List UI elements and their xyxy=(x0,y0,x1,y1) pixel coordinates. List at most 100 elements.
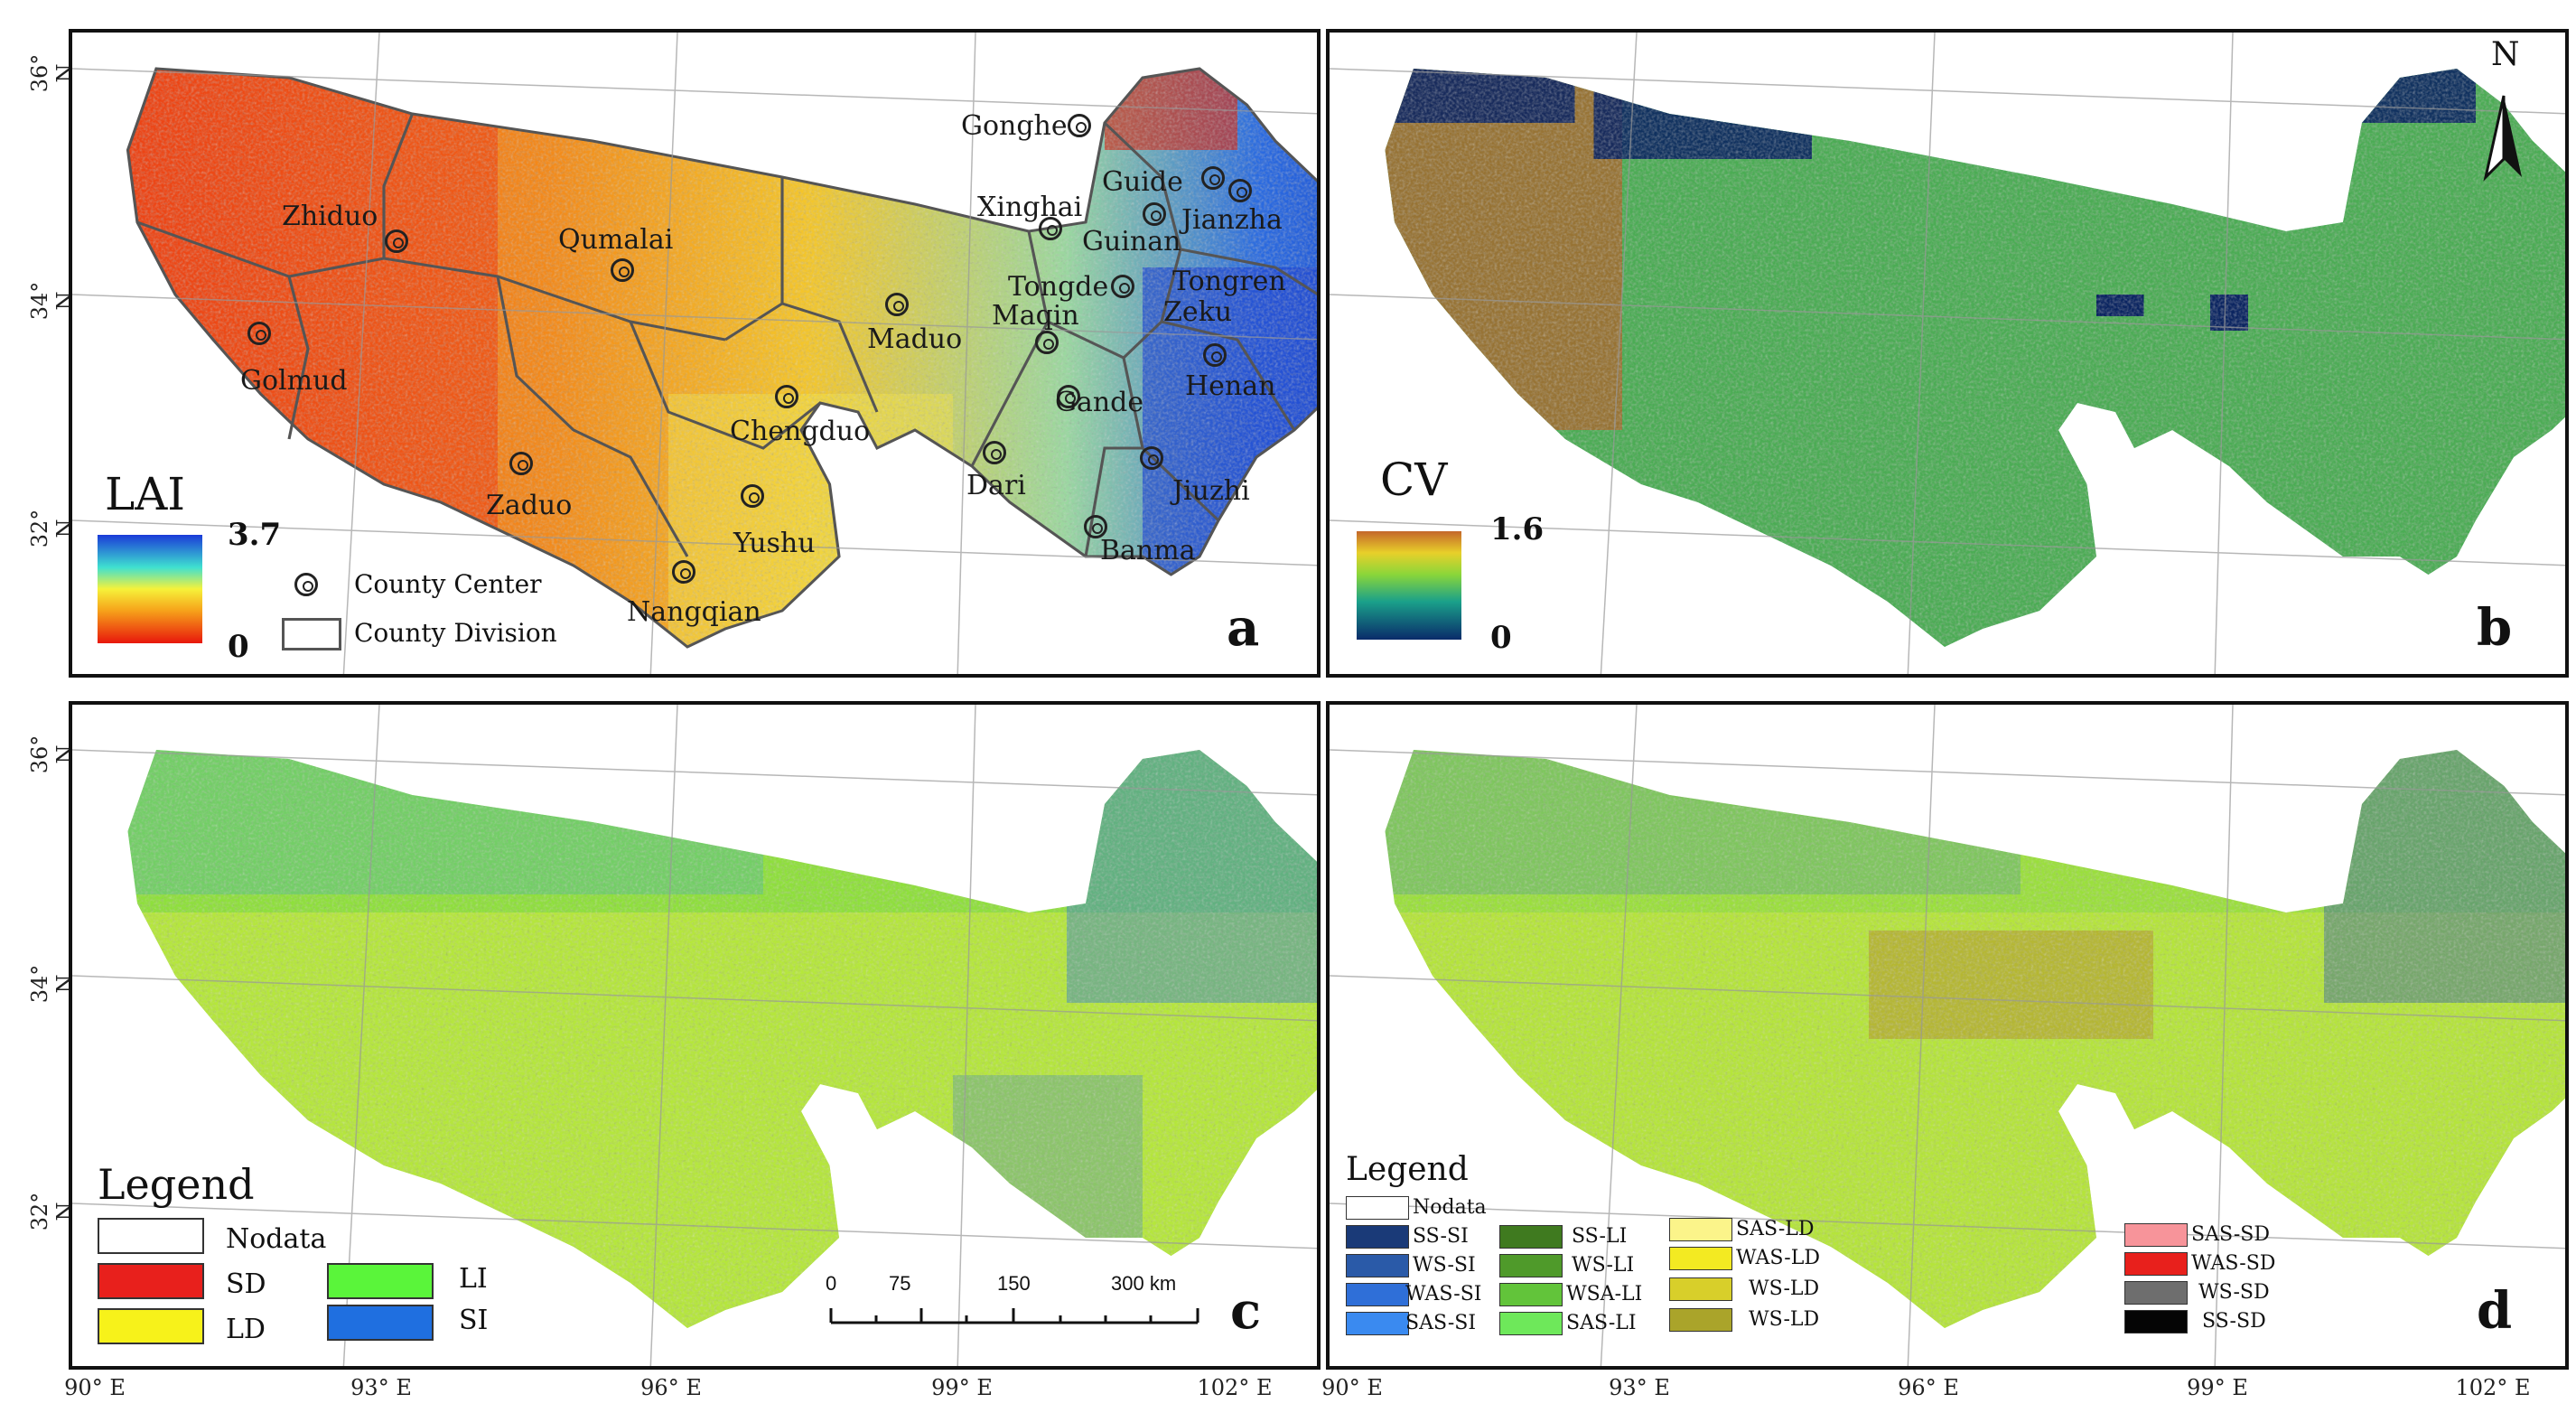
lat-tick-32-c: 32° N xyxy=(27,1192,78,1231)
class-map-canvas xyxy=(1330,705,2565,1366)
county-center-marker xyxy=(672,560,695,584)
legend-label-ss-li: SS-LI xyxy=(1572,1225,1628,1248)
legend-label-sas-ld: SAS-LD xyxy=(1736,1218,1815,1240)
legend-title: Legend xyxy=(98,1160,255,1209)
panel-letter-b: b xyxy=(2477,598,2513,658)
scale-label-300: 300 km xyxy=(1111,1272,1177,1295)
scale-label-150: 150 xyxy=(997,1272,1031,1295)
county-center-marker xyxy=(775,385,798,408)
county-label-tongde: Tongde xyxy=(1008,271,1109,303)
county-label-gonghe: Gonghe xyxy=(961,110,1068,142)
legend-swatch-ss-si xyxy=(1346,1225,1409,1249)
legend-swatch-ws-sd xyxy=(2124,1281,2188,1305)
county-label-maqin: Maqin xyxy=(992,300,1079,332)
county-division-legend-icon xyxy=(282,618,341,650)
legend-swatch-ss-li xyxy=(1499,1225,1563,1249)
county-label-maduo: Maduo xyxy=(867,323,963,355)
county-label-dari: Dari xyxy=(966,470,1026,501)
legend-label-ws-sd: WS-SD xyxy=(2198,1281,2270,1304)
legend-label-ws-li: WS-LI xyxy=(1572,1254,1635,1277)
lon-tick-96-d: 96° E xyxy=(1898,1375,1959,1400)
lon-tick-102-d: 102° E xyxy=(2455,1375,2531,1400)
lat-tick-32-a: 32° N xyxy=(27,509,78,548)
lon-tick-102-c: 102° E xyxy=(1197,1375,1273,1400)
trend-map-canvas xyxy=(72,705,1317,1366)
cv-colorbar-max: 1.6 xyxy=(1490,511,1545,547)
county-label-guide: Guide xyxy=(1102,166,1183,198)
county-center-marker xyxy=(741,484,764,508)
panel-b-cv-map: N CV 1.6 0 b xyxy=(1326,29,2569,678)
county-label-xinghai: Xinghai xyxy=(977,192,1083,223)
legend-title: Legend xyxy=(1346,1151,1469,1188)
county-label-jiuzhi: Jiuzhi xyxy=(1172,475,1250,507)
lon-tick-99-c: 99° E xyxy=(931,1375,993,1400)
county-label-golmud: Golmud xyxy=(240,365,348,397)
legend-swatch-sas-ld xyxy=(1669,1218,1732,1241)
panel-c-trend-map: Legend Nodata SD LD LI SI 0 75 150 300 k… xyxy=(69,701,1321,1370)
scale-bar xyxy=(829,1308,1199,1324)
cv-colorbar-min: 0 xyxy=(1490,620,1512,656)
legend-label-si: SI xyxy=(459,1305,489,1336)
north-arrow-icon xyxy=(2483,95,2522,182)
county-center-marker xyxy=(1057,385,1080,408)
county-center-marker xyxy=(1228,179,1252,202)
legend-label-sd: SD xyxy=(226,1268,266,1300)
lon-tick-93-c: 93° E xyxy=(350,1375,412,1400)
county-center-marker xyxy=(1143,202,1166,226)
county-center-marker xyxy=(983,441,1006,464)
county-label-tongren: Tongren xyxy=(1172,266,1286,297)
county-label-yushu: Yushu xyxy=(733,528,816,559)
lai-colorbar-min: 0 xyxy=(228,629,249,665)
lat-tick-34-c: 34° N xyxy=(27,964,78,1004)
county-center-marker xyxy=(611,258,634,282)
legend-swatch-nodata xyxy=(1346,1196,1409,1220)
legend-swatch-wsa-li xyxy=(1499,1283,1563,1306)
county-label-zhiduo: Zhiduo xyxy=(282,201,378,232)
county-center-marker xyxy=(1035,331,1059,354)
county-center-legend-icon xyxy=(294,573,318,596)
legend-label-was-ld: WAS-LD xyxy=(1736,1247,1820,1269)
legend-label-sas-si: SAS-SI xyxy=(1405,1312,1477,1334)
lon-tick-99-d: 99° E xyxy=(2187,1375,2248,1400)
lat-tick-36-a: 36° N xyxy=(27,53,78,93)
county-label-guinan: Guinan xyxy=(1082,226,1181,257)
county-center-marker xyxy=(1068,114,1091,137)
cv-colorbar-title: CV xyxy=(1380,454,1448,506)
legend-label-ss-si: SS-SI xyxy=(1413,1225,1469,1248)
legend-label-nodata: Nodata xyxy=(226,1223,327,1255)
county-label-gande: Gande xyxy=(1055,387,1144,418)
lat-tick-34-a: 34° N xyxy=(27,281,78,321)
scale-label-75: 75 xyxy=(889,1272,911,1295)
legend-swatch-ws-ld-1 xyxy=(1669,1277,1732,1301)
cv-map-canvas xyxy=(1330,33,2565,674)
legend-label-wsa-li: WSA-LI xyxy=(1566,1283,1643,1305)
county-division-lines xyxy=(126,67,1317,649)
legend-swatch-sas-si xyxy=(1346,1312,1409,1335)
county-center-legend-label: County Center xyxy=(354,569,542,599)
panel-a-lai-map: Gonghe Guide Jianzha Xinghai Guinan Tong… xyxy=(69,29,1321,678)
legend-label-nodata: Nodata xyxy=(1413,1196,1487,1219)
panel-letter-d: d xyxy=(2477,1281,2513,1341)
legend-swatch-was-ld xyxy=(1669,1247,1732,1270)
north-label: N xyxy=(2491,36,2520,73)
lon-tick-96-c: 96° E xyxy=(640,1375,702,1400)
legend-label-was-sd: WAS-SD xyxy=(2191,1252,2276,1275)
cv-colorbar xyxy=(1357,531,1461,640)
legend-swatch-ws-ld-2 xyxy=(1669,1308,1732,1332)
legend-swatch-sas-sd xyxy=(2124,1223,2188,1247)
panel-d-class-map: Legend Nodata SS-SI WS-SI WAS-SI SAS-SI … xyxy=(1326,701,2569,1370)
legend-swatch-was-si xyxy=(1346,1283,1409,1306)
lai-colorbar-title: LAI xyxy=(105,468,186,520)
legend-swatch-nodata xyxy=(98,1218,204,1254)
county-label-nangqian: Nangqian xyxy=(627,596,761,628)
legend-label-ss-sd: SS-SD xyxy=(2202,1310,2266,1333)
lai-colorbar xyxy=(98,535,202,643)
legend-swatch-ld xyxy=(98,1308,204,1344)
legend-label-ws-ld-1: WS-LD xyxy=(1749,1277,1820,1300)
legend-swatch-ws-si xyxy=(1346,1254,1409,1277)
county-label-chengduo: Chengduo xyxy=(730,416,871,447)
legend-swatch-sas-li xyxy=(1499,1312,1563,1335)
county-center-marker xyxy=(1140,446,1163,470)
legend-label-ws-si: WS-SI xyxy=(1413,1254,1476,1277)
county-center-marker xyxy=(1039,217,1062,240)
